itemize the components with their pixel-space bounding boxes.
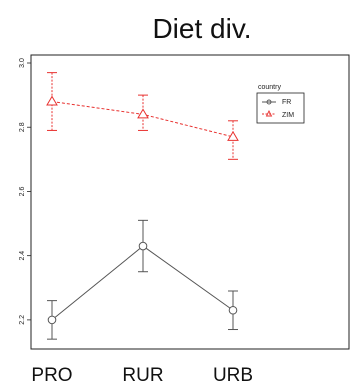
data-point-zim bbox=[137, 108, 149, 119]
data-point-zim bbox=[46, 95, 58, 106]
y-tick-label: 2.4 bbox=[19, 251, 26, 261]
y-tick-label: 2.6 bbox=[19, 186, 26, 196]
legend-fr-label: FR bbox=[282, 99, 291, 106]
y-axis: 2.2 2.4 2.6 2.8 3.0 bbox=[19, 58, 31, 325]
series-markers bbox=[46, 95, 239, 325]
x-category-label: URB bbox=[213, 365, 253, 386]
y-tick-label: 3.0 bbox=[19, 58, 26, 68]
x-category-labels: PRO RUR URB bbox=[31, 365, 253, 386]
x-category-label: RUR bbox=[122, 365, 163, 386]
chart-title: Diet div. bbox=[152, 13, 251, 44]
y-tick-label: 2.8 bbox=[19, 122, 26, 132]
legend: country FR ZIM bbox=[256, 84, 305, 124]
data-point-fr bbox=[228, 305, 238, 315]
legend-zim-marker bbox=[265, 109, 273, 117]
legend-fr-marker bbox=[266, 99, 272, 105]
y-tick-label: 2.2 bbox=[19, 315, 26, 325]
x-category-label: PRO bbox=[31, 365, 72, 386]
data-point-fr bbox=[47, 315, 57, 325]
legend-zim-label: ZIM bbox=[282, 112, 294, 119]
legend-title: country bbox=[258, 84, 281, 91]
plot-box bbox=[30, 54, 350, 350]
data-point-fr bbox=[138, 241, 148, 251]
legend-box bbox=[256, 92, 305, 124]
data-point-zim bbox=[227, 130, 239, 141]
error-bars bbox=[47, 72, 238, 340]
